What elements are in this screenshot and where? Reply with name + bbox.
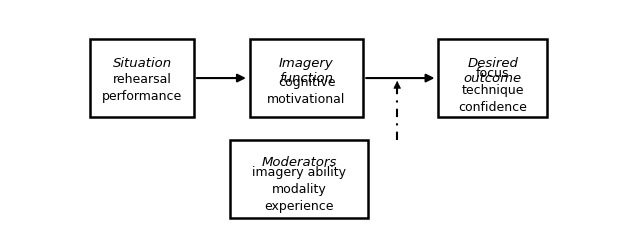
- Text: Moderators: Moderators: [261, 155, 337, 168]
- Text: rehearsal
performance: rehearsal performance: [102, 73, 182, 103]
- Text: cognitive
motivational: cognitive motivational: [267, 75, 346, 105]
- Text: imagery ability
modality
experience: imagery ability modality experience: [252, 166, 346, 212]
- Text: Imagery
function: Imagery function: [279, 56, 334, 84]
- Text: Desired
outcome: Desired outcome: [464, 56, 522, 84]
- Bar: [90, 40, 194, 117]
- Bar: [230, 141, 368, 218]
- Text: focus
technique
confidence: focus technique confidence: [458, 67, 527, 114]
- Bar: [438, 40, 547, 117]
- Bar: [250, 40, 363, 117]
- Text: Situation: Situation: [112, 56, 172, 69]
